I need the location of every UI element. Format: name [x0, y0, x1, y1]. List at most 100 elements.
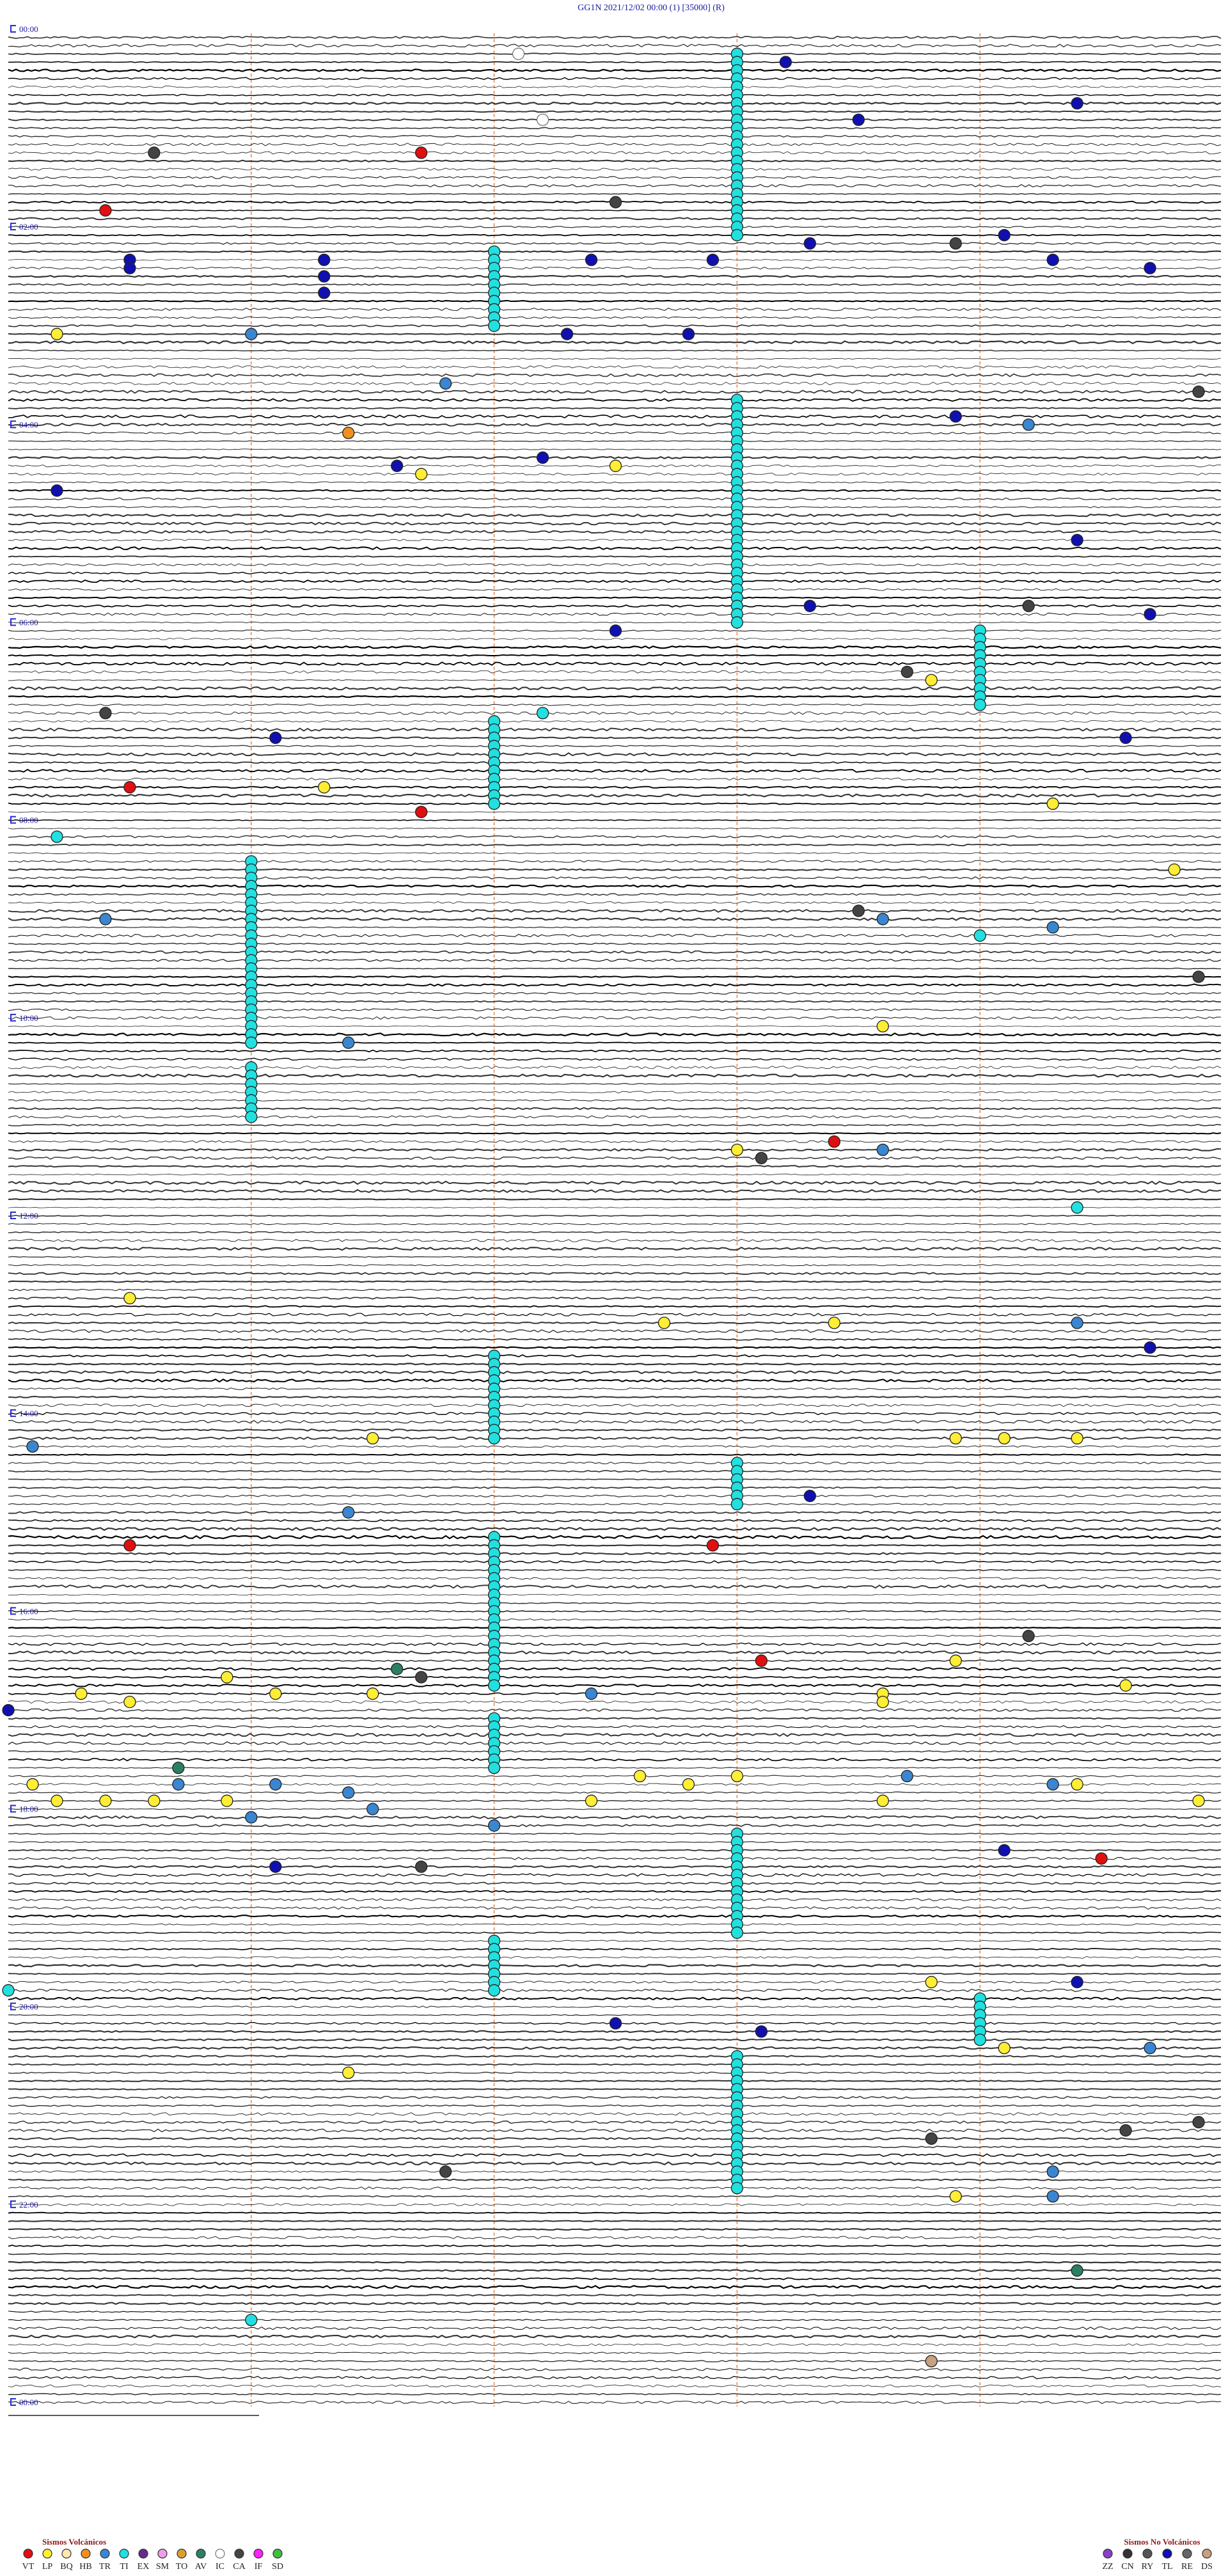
trace	[8, 1132, 1222, 1135]
event-tr	[487, 1819, 501, 1832]
trace	[8, 1675, 1222, 1679]
trace	[8, 1156, 1222, 1160]
event-tr	[1046, 1778, 1059, 1791]
trace	[8, 1931, 1222, 1934]
trace	[8, 1988, 1222, 1993]
trace	[8, 1107, 1222, 1110]
trace	[8, 1419, 1222, 1424]
event-tl	[682, 328, 695, 340]
event-lp	[633, 1769, 647, 1783]
trace	[8, 704, 1222, 706]
legend-label: EX	[138, 2562, 150, 2572]
legend-label: CA	[233, 2562, 246, 2572]
trace	[8, 1363, 1222, 1366]
trace	[8, 2277, 1222, 2280]
trace	[8, 621, 1222, 624]
hour-label: 00:00	[19, 24, 38, 34]
trace	[8, 1016, 1222, 1020]
event-ti	[730, 1926, 744, 1939]
event-tr	[26, 1440, 39, 1453]
event-ti	[1071, 1201, 1083, 1214]
trace	[8, 1569, 1222, 1572]
trace	[8, 1956, 1222, 1959]
event-tr	[342, 1506, 355, 1519]
trace	[8, 407, 1222, 410]
legend-swatch	[1122, 2548, 1133, 2559]
trace	[8, 868, 1222, 871]
trace	[8, 1634, 1222, 1638]
event-lp	[730, 1143, 744, 1157]
trace	[8, 1980, 1222, 1984]
trace	[8, 1165, 1222, 1168]
trace	[8, 250, 1222, 253]
trace	[8, 431, 1222, 434]
hour-label: 06:00	[19, 618, 38, 628]
trace	[8, 2137, 1222, 2140]
event-ca	[949, 237, 962, 250]
trace	[8, 1453, 1222, 1456]
trace	[8, 1552, 1222, 1556]
trace	[8, 52, 1222, 55]
trace	[8, 1231, 1222, 1233]
trace	[8, 1025, 1222, 1027]
event-lp	[342, 2066, 355, 2079]
trace	[8, 736, 1222, 739]
trace	[8, 835, 1222, 839]
trace	[8, 358, 1222, 360]
trace	[8, 1436, 1222, 1441]
event-ca	[1119, 2124, 1132, 2137]
trace	[8, 1478, 1222, 1481]
event-tr	[99, 913, 112, 926]
event-lp	[366, 1432, 379, 1445]
event-tl	[269, 1860, 282, 1873]
trace	[8, 1610, 1222, 1613]
event-lp	[876, 1794, 889, 1807]
hour-bracket	[10, 420, 16, 429]
trace	[8, 1099, 1222, 1102]
hour-bracket	[10, 1013, 16, 1022]
event-tl	[1144, 1341, 1156, 1354]
event-tr	[1046, 2190, 1059, 2203]
trace	[8, 316, 1222, 319]
trace	[8, 1346, 1222, 1349]
trace	[8, 686, 1222, 691]
legend-label: ZZ	[1102, 2562, 1113, 2572]
trace	[8, 292, 1221, 294]
event-tl	[1144, 262, 1156, 274]
trace	[8, 1280, 1222, 1283]
trace	[8, 2244, 1222, 2247]
trace	[8, 1403, 1222, 1407]
trace	[8, 1717, 1222, 1720]
trace	[8, 1387, 1222, 1391]
trace	[8, 761, 1222, 764]
legend-label: CN	[1121, 2562, 1133, 2572]
trace	[8, 1008, 1222, 1011]
trace	[8, 720, 1222, 723]
event-ca	[925, 2132, 938, 2145]
trace	[8, 2121, 1222, 2124]
event-tr	[1046, 921, 1059, 934]
trace	[8, 1948, 1222, 1950]
trace	[8, 1700, 1222, 1704]
trace	[8, 933, 1222, 938]
hour-bracket	[10, 816, 16, 824]
event-lp	[1192, 1794, 1205, 1807]
event-ca	[439, 2165, 452, 2178]
trace	[8, 1815, 1222, 1819]
event-vt	[123, 781, 136, 794]
trace	[8, 365, 1222, 369]
legend-label: HB	[79, 2562, 91, 2572]
trace	[8, 843, 1222, 846]
legend-label: BQ	[60, 2562, 72, 2572]
event-tl	[609, 624, 622, 637]
trace	[8, 143, 1222, 146]
event-tl	[1144, 608, 1156, 620]
trace	[8, 827, 1222, 830]
legend-swatch	[157, 2548, 168, 2559]
trace	[8, 752, 1222, 757]
trace	[8, 654, 1222, 657]
trace	[8, 497, 1222, 501]
event-tr	[245, 1811, 258, 1824]
trace	[8, 1767, 1221, 1769]
trace	[8, 1849, 1222, 1852]
